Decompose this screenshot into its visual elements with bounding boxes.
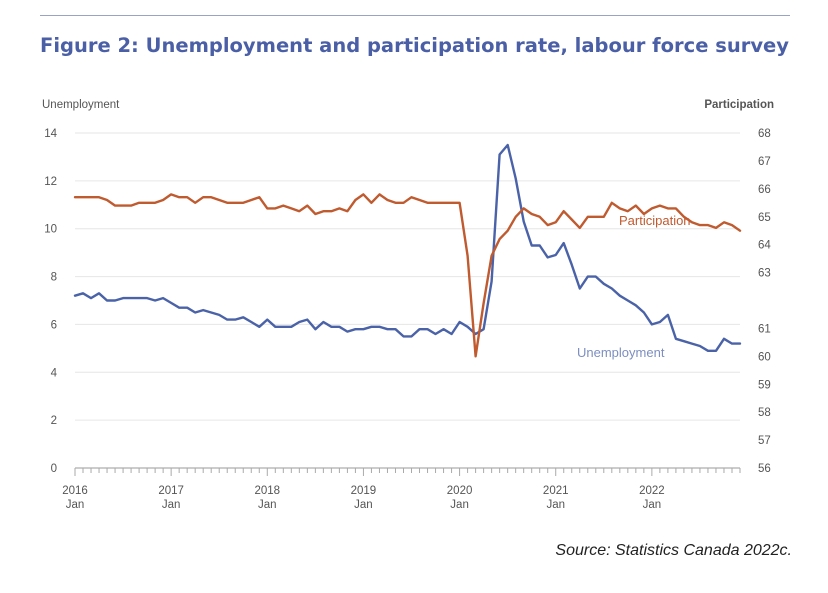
y-left-tick-label: 10: [44, 224, 57, 236]
y-right-tick-label: 68: [758, 128, 771, 140]
x-tick-year-label: 2022: [639, 485, 665, 497]
x-tick-year-label: 2016: [62, 485, 88, 497]
y-right-tick-label: 60: [758, 351, 771, 363]
y-left-tick-label: 8: [51, 272, 57, 284]
series-lines: [73, 143, 742, 358]
x-tick-year-label: 2020: [447, 485, 473, 497]
y-left-tick-label: 4: [51, 367, 58, 379]
y-left-tick-label: 12: [44, 176, 57, 188]
y-right-tick-label: 63: [758, 268, 771, 280]
gridlines: [75, 132, 740, 421]
top-rule: [40, 15, 790, 16]
x-tick-month-label: Jan: [643, 499, 662, 511]
series-label-unemployment: Unemployment: [577, 345, 665, 360]
y-right-tick-label: 56: [758, 463, 771, 475]
y-right-tick-label: 57: [758, 435, 771, 447]
right-axis-ticks: 56 57 58 59 60 61 63 64 65 66 67 68: [758, 128, 771, 475]
y-right-tick-label: 61: [758, 323, 771, 335]
y-right-tick-label: 59: [758, 379, 771, 391]
x-tick-year-label: 2021: [543, 485, 569, 497]
x-axis: 2016 Jan 2017 Jan 2018 Jan 2019 Jan 2020 Jan 2021 J…: [62, 467, 741, 511]
source-note: Source: Statistics Canada 2022c.: [555, 542, 792, 559]
y-right-tick-label: 67: [758, 156, 771, 168]
x-tick-month-label: Jan: [354, 499, 373, 511]
x-tick-year-label: 2018: [254, 485, 280, 497]
y-left-tick-label: 6: [51, 319, 57, 331]
y-right-tick-label: 58: [758, 407, 771, 419]
x-tick-year-label: 2019: [351, 485, 377, 497]
y-axis-left-title: Unemployment: [42, 99, 120, 111]
y-axis-right-title: Participation: [704, 99, 774, 111]
figure-title: Figure 2: Unemployment and participation…: [40, 34, 789, 57]
y-right-tick-label: 64: [758, 240, 771, 252]
x-tick-month-label: Jan: [162, 499, 181, 511]
x-tick-month-label: Jan: [546, 499, 565, 511]
series-label-participation: Participation: [619, 213, 691, 228]
y-left-tick-label: 0: [51, 463, 57, 475]
x-tick-month-label: Jan: [258, 499, 277, 511]
y-left-tick-label: 14: [44, 128, 57, 140]
y-right-tick-label: 66: [758, 184, 771, 196]
y-left-tick-label: 2: [51, 415, 57, 427]
series-line-unemployment: [73, 143, 742, 352]
x-tick-year-label: 2017: [158, 485, 184, 497]
series-line-participation: [73, 193, 742, 358]
left-axis-ticks: 0 2 4 6 8 10 12 14: [44, 128, 57, 475]
x-tick-month-label: Jan: [450, 499, 469, 511]
y-right-tick-label: 65: [758, 212, 771, 224]
x-tick-month-label: Jan: [66, 499, 85, 511]
